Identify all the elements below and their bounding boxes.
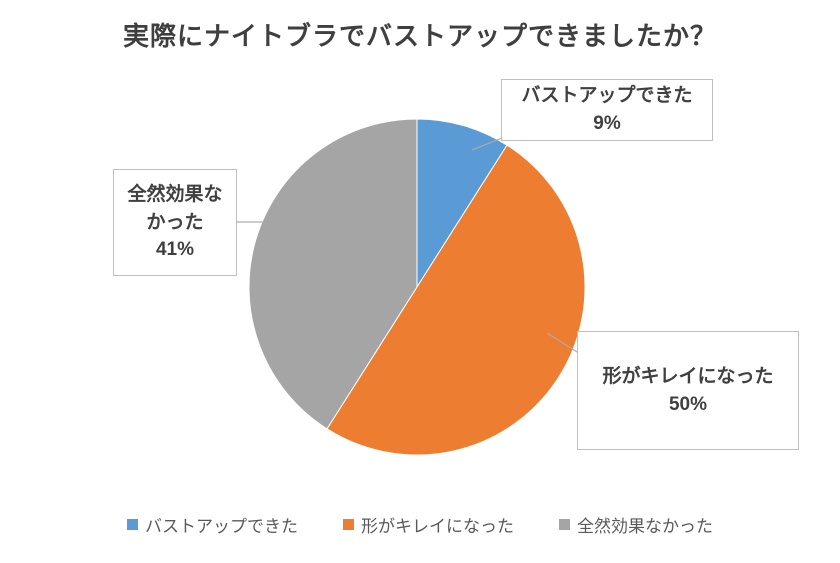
callout-shape-improved: 形がキレイになった 50%: [577, 331, 799, 450]
leader-line-bust-up: [471, 137, 503, 151]
legend-item-no-effect: 全然効果なかった: [559, 512, 713, 537]
legend-swatch-gray: [559, 519, 570, 530]
callout-no-effect: 全然効果なかった 41%: [113, 169, 237, 276]
legend-item-shape-improved: 形がキレイになった: [343, 512, 514, 537]
callout-no-effect-label: 全然効果なかった: [127, 184, 223, 233]
legend-label-bust-up: バストアップできた: [145, 517, 298, 536]
pie-slice-bust-up: [416, 118, 508, 289]
legend-label-no-effect: 全然効果なかった: [577, 517, 713, 536]
callout-shape-improved-percent: 50%: [668, 393, 708, 415]
leader-line-shape-improved: [546, 332, 578, 353]
callout-shape-improved-label: 形がキレイになった: [602, 365, 774, 387]
chart-title: 実際にナイトブラでバストアップできましたか？: [122, 21, 717, 51]
pie-slice-shape-improved: [326, 144, 586, 456]
callout-bust-up: バストアップできた 9%: [501, 79, 713, 141]
legend-swatch-blue: [127, 519, 138, 530]
legend-swatch-orange: [343, 519, 354, 530]
legend-item-bust-up: バストアップできた: [127, 512, 298, 537]
pie-slices-group: [248, 118, 586, 456]
callout-bust-up-label: バストアップできた: [521, 85, 693, 107]
callout-bust-up-percent: 9%: [593, 113, 621, 134]
legend-label-shape-improved: 形がキレイになった: [361, 517, 514, 536]
pie-slice-no-effect: [248, 118, 418, 430]
legend: バストアップできた 形がキレイになった 全然効果なかった: [0, 512, 840, 537]
callout-no-effect-percent: 41%: [155, 239, 195, 261]
